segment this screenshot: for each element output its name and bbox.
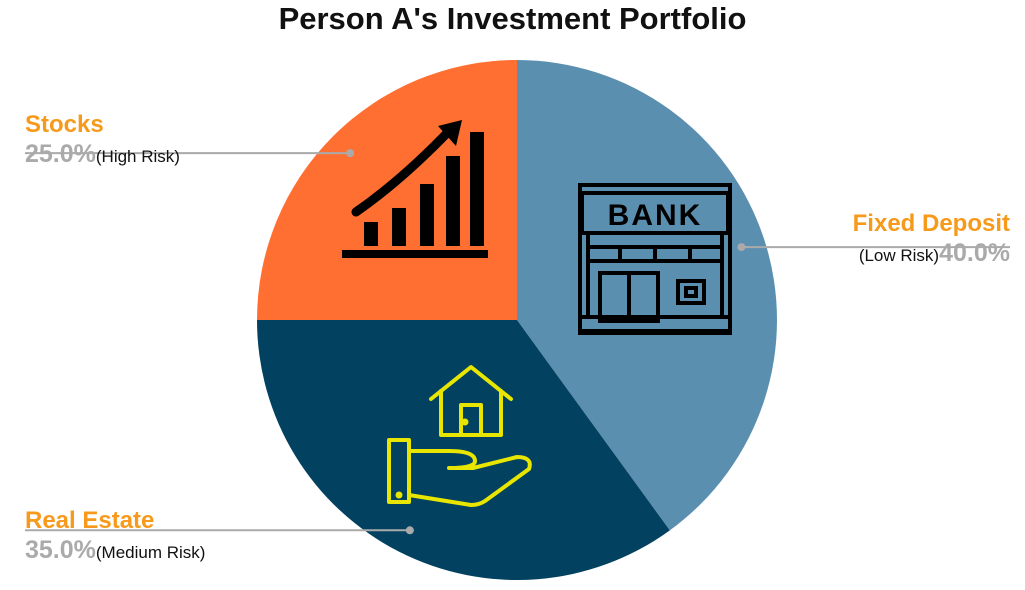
bank-sign-text: BANK (608, 199, 703, 232)
house-in-hand-icon (387, 365, 532, 507)
category-label: Real Estate (25, 507, 155, 534)
bank-building-icon: BANK (578, 183, 732, 335)
pie-slice-real-estate (257, 320, 670, 580)
leader-dot (346, 149, 355, 158)
percent-label: 35.0% (25, 536, 96, 564)
risk-label: (Low Risk) (858, 246, 940, 265)
legend-item-real-estate: Real Estate 35.0%(Medium Risk) (25, 507, 205, 569)
legend-item-stocks: Stocks 25.0%(High Risk) (25, 111, 180, 173)
legend-item-fixed-deposit: Fixed Deposit (Low Risk)40.0% (853, 210, 1010, 272)
risk-label: (Medium Risk) (95, 543, 206, 562)
category-label: Stocks (25, 111, 104, 138)
growth-chart-icon (342, 120, 488, 258)
percent-label: 40.0% (939, 239, 1010, 267)
leader-dot (737, 243, 746, 252)
category-label: Fixed Deposit (852, 210, 1010, 237)
risk-label: (High Risk) (95, 147, 180, 166)
leader-dot (405, 526, 414, 535)
chart-title: Person A's Investment Portfolio (278, 1, 747, 36)
percent-label: 25.0% (25, 140, 96, 168)
pie-slice-fixed-deposit (517, 60, 777, 531)
